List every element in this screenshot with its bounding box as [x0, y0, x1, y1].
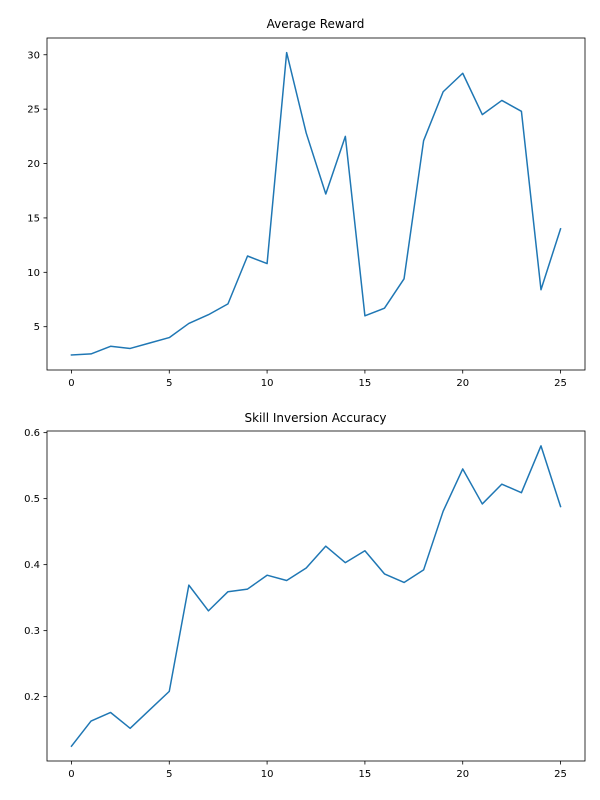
chart-title: Average Reward: [267, 17, 365, 31]
y-axis-ticks: 5 10 15 20 25 30: [27, 50, 47, 333]
y-tick-label: 0.3: [24, 626, 40, 637]
x-tick-label: 25: [554, 769, 567, 780]
average-reward-chart: Average Reward 0 5 10 15 20 25 5 10 15 20 25 30: [27, 17, 586, 389]
average-reward-line: [70, 51, 562, 356]
chart-title: Skill Inversion Accuracy: [244, 411, 386, 425]
skill-inversion-accuracy-chart: Skill Inversion Accuracy 0 5 10 15 20 25 0.20…: [24, 411, 586, 780]
y-tick-label: 15: [27, 213, 40, 224]
y-tick-label: 0.5: [24, 494, 40, 505]
x-axis-ticks: 0 5 10 15 20 25: [68, 370, 567, 389]
y-axis-ticks: 0.2 0.3 0.4 0.5 0.6: [24, 428, 47, 703]
x-tick-label: 0: [68, 378, 74, 389]
y-tick-label: 5: [34, 322, 40, 333]
y-tick-label: 30: [27, 50, 40, 61]
x-tick-label: 15: [359, 378, 372, 389]
y-tick-label: 10: [27, 268, 40, 279]
y-tick-label: 0.6: [24, 428, 40, 439]
x-tick-label: 5: [166, 769, 172, 780]
y-tick-label: 0.2: [24, 692, 40, 703]
x-tick-label: 15: [359, 769, 372, 780]
plot-frame: [46, 37, 586, 371]
x-tick-label: 20: [456, 769, 469, 780]
x-tick-label: 5: [166, 378, 172, 389]
skill-inversion-accuracy-line: [70, 445, 562, 748]
y-tick-label: 20: [27, 159, 40, 170]
x-tick-label: 10: [261, 769, 274, 780]
plot-frame: [46, 430, 586, 762]
y-tick-label: 25: [27, 105, 40, 116]
x-tick-label: 20: [456, 378, 469, 389]
x-axis-ticks: 0 5 10 15 20 25: [68, 761, 567, 780]
x-tick-label: 10: [261, 378, 274, 389]
x-tick-label: 25: [554, 378, 567, 389]
y-tick-label: 0.4: [24, 560, 40, 571]
x-tick-label: 0: [68, 769, 74, 780]
